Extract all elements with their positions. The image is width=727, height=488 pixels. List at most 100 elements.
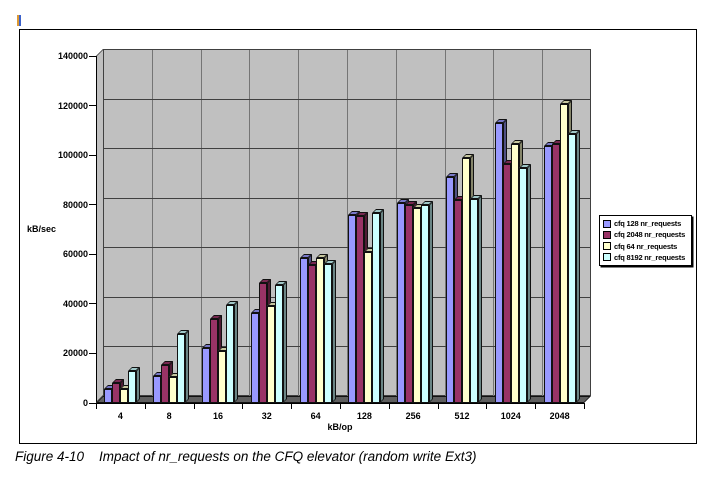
vertical-gridline	[542, 49, 544, 396]
bar-front-face	[169, 376, 178, 403]
bar-front-face	[372, 213, 381, 403]
legend-item: cfq 2048 nr_requests	[603, 230, 690, 239]
bar-front-face	[177, 333, 186, 403]
bar-front-face	[112, 383, 121, 403]
bar-front-face	[518, 167, 527, 403]
legend-item: cfq 128 nr_requests	[603, 219, 690, 228]
y-axis-tick-label: 40000	[62, 298, 88, 309]
horizontal-gridline	[103, 148, 591, 150]
legend-label: cfq 2048 nr_requests	[614, 230, 686, 240]
x-axis-title: kB/op	[327, 422, 353, 432]
x-axis-tick-label: 64	[310, 411, 321, 421]
bar-front-face	[364, 251, 373, 403]
x-axis-tick	[535, 403, 537, 409]
y-axis-tick	[89, 402, 96, 404]
legend-label: cfq 128 nr_requests	[614, 219, 682, 229]
y-axis-tick	[89, 55, 96, 57]
revision-bar	[17, 15, 21, 26]
vertical-gridline	[347, 49, 348, 396]
bar-side-face	[282, 281, 287, 403]
x-axis-tick-label: 256	[405, 411, 421, 421]
x-axis-tick-label: 1024	[500, 411, 521, 421]
bar-front-face	[210, 318, 218, 403]
x-axis-tick-label: 16	[212, 411, 223, 421]
bar-front-face	[299, 258, 308, 403]
vertical-gridline	[200, 49, 202, 396]
bar-front-face	[551, 143, 560, 403]
x-axis-tick-label: 2048	[549, 411, 570, 421]
x-axis-tick-label: 8	[166, 411, 172, 421]
y-axis-tick-label: 20000	[62, 348, 88, 359]
legend-item: cfq 64 nr_requests	[603, 242, 690, 251]
bar-front-face	[356, 215, 365, 403]
legend-swatch	[603, 242, 611, 251]
legend-label: cfq 8192 nr_requests	[614, 252, 686, 262]
x-axis-tick	[340, 403, 341, 409]
bar-front-face	[454, 199, 462, 403]
x-axis-tick-label: 128	[356, 411, 372, 421]
bar-front-face	[104, 389, 113, 403]
y-axis-tick	[89, 105, 96, 107]
bar-front-face	[226, 305, 234, 403]
x-axis-tick	[144, 403, 146, 409]
bar-front-face	[128, 370, 137, 403]
vertical-gridline	[249, 49, 251, 396]
bar-side-face	[234, 301, 238, 403]
bar-front-face	[315, 258, 324, 403]
vertical-gridline	[444, 49, 446, 396]
bar-front-face	[397, 203, 406, 403]
chart-legend: cfq 128 nr_requests cfq 2048 nr_requests c…	[599, 215, 692, 266]
bar-front-face	[218, 350, 226, 403]
revision-bar-orange-stripe	[17, 15, 19, 26]
legend-swatch	[603, 219, 611, 228]
bar-front-face	[258, 282, 267, 403]
vertical-gridline	[395, 49, 397, 396]
bar-front-face	[266, 306, 275, 403]
bar-front-face	[348, 214, 357, 403]
revision-bar-blue-stripe	[19, 15, 21, 26]
x-axis-tick	[388, 403, 390, 409]
figure-caption: Figure 4-10 Impact of nr_requests on the …	[15, 449, 476, 464]
horizontal-gridline	[103, 49, 591, 50]
bar-front-face	[413, 208, 422, 403]
bar-front-face	[120, 389, 129, 403]
bar-front-face	[470, 198, 478, 403]
x-axis-tick	[291, 403, 293, 409]
y-axis-tick	[89, 154, 96, 156]
x-axis-tick	[584, 403, 585, 409]
bar-side-face	[136, 366, 141, 403]
y-axis-tick-label: 120000	[57, 100, 88, 111]
legend-swatch	[603, 253, 611, 262]
y-axis-tick	[89, 253, 96, 255]
bar-front-face	[446, 177, 454, 403]
y-axis-tick-label: 100000	[57, 150, 88, 161]
x-axis-tick-label: 512	[454, 411, 470, 421]
bar-side-face	[575, 130, 580, 403]
legend-label: cfq 64 nr_requests	[614, 241, 678, 251]
bar-front-face	[462, 157, 470, 403]
bar-front-face	[543, 146, 552, 403]
y-axis-tick-label: 140000	[57, 51, 88, 61]
figure-caption-label: Figure 4-10	[15, 449, 85, 464]
y-axis-tick-label: 60000	[62, 249, 88, 260]
x-axis-tick	[437, 403, 439, 409]
y-axis-tick	[89, 303, 96, 305]
horizontal-gridline	[103, 296, 591, 298]
horizontal-gridline	[103, 197, 591, 199]
bar-front-face	[567, 134, 576, 403]
x-axis-tick	[486, 403, 488, 409]
y-axis-title: kB/sec	[27, 224, 57, 234]
y-axis-tick	[89, 352, 96, 354]
legend-item: cfq 8192 nr_requests	[603, 253, 690, 262]
bar-side-face	[429, 200, 434, 403]
x-axis-tick	[193, 403, 195, 409]
bar-front-face	[323, 264, 332, 403]
bar-front-face	[510, 143, 519, 403]
bar-front-face	[494, 122, 503, 403]
y-axis-tick	[89, 204, 96, 206]
bar-front-face	[250, 312, 259, 403]
y-axis-tick-label: 0	[82, 398, 88, 408]
y-axis-tick-label: 80000	[62, 199, 88, 210]
bar-front-face	[274, 285, 283, 403]
